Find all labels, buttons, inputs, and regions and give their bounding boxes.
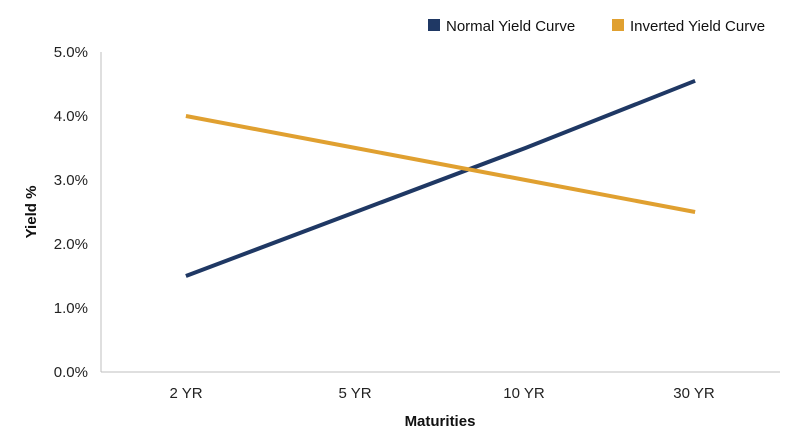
x-tick-label: 2 YR [169, 385, 202, 402]
y-tick-label: 4.0% [54, 108, 88, 125]
x-axis-title: Maturities [405, 413, 476, 430]
x-tick-label: 30 YR [673, 385, 715, 402]
y-tick-label: 2.0% [54, 236, 88, 253]
legend-swatch-normal [428, 19, 440, 31]
series-line-normal [185, 78, 696, 278]
x-tick-labels: 2 YR 5 YR 10 YR 30 YR [169, 385, 714, 402]
legend-label-inverted: Inverted Yield Curve [630, 18, 765, 35]
series-line-inverted [185, 114, 696, 214]
y-tick-labels: 0.0% 1.0% 2.0% 3.0% 4.0% 5.0% [54, 44, 88, 381]
y-tick-label: 1.0% [54, 300, 88, 317]
legend: Normal Yield Curve Inverted Yield Curve [428, 18, 765, 35]
x-tick-label: 10 YR [503, 385, 545, 402]
y-tick-label: 0.0% [54, 364, 88, 381]
y-tick-label: 3.0% [54, 172, 88, 189]
y-axis-title: Yield % [23, 186, 40, 239]
x-tick-label: 5 YR [338, 385, 371, 402]
y-tick-label: 5.0% [54, 44, 88, 61]
legend-swatch-inverted [612, 19, 624, 31]
legend-label-normal: Normal Yield Curve [446, 18, 575, 35]
